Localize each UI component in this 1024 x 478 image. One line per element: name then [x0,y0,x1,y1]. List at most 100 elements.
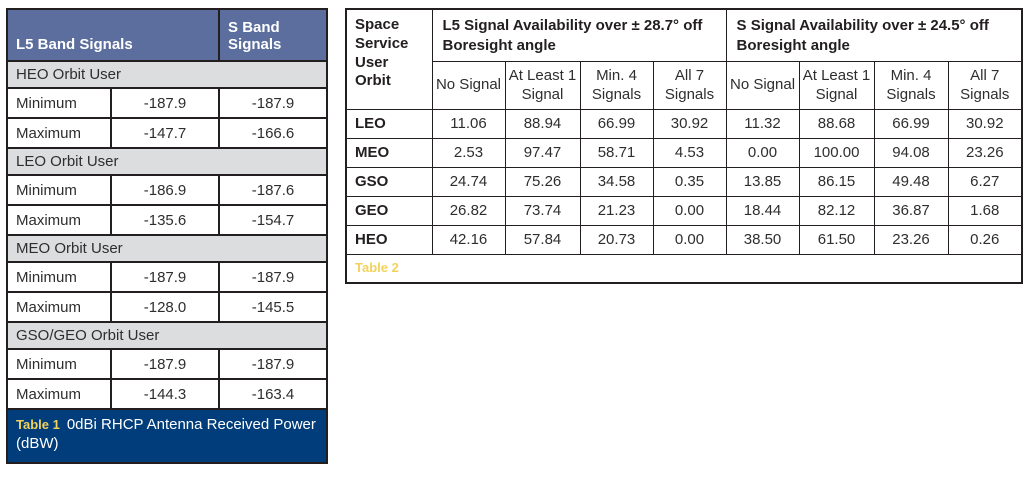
s-value: -187.9 [218,261,329,293]
value-cell: 0.00 [652,195,727,226]
value-cell: 24.74 [431,166,506,197]
table-row: Minimum -187.9 -187.9 [6,87,329,119]
table-row: MEO 2.53 97.47 58.71 4.53 0.00 100.00 94… [345,137,1023,168]
value-cell: 75.26 [504,166,581,197]
row-label: Maximum [6,378,112,410]
table-row: Maximum -144.3 -163.4 [6,378,329,410]
table2-group-header-row: Space Service User Orbit L5 Signal Avail… [345,8,1023,110]
l5-value: -128.0 [109,291,221,323]
section-title-meo: MEO Orbit User [5,234,329,263]
orbit-label: MEO [345,137,433,168]
l5-value: -135.6 [109,204,221,236]
value-cell: 30.92 [652,108,727,139]
value-cell: 23.26 [873,224,949,255]
table-row: GEO 26.82 73.74 21.23 0.00 18.44 82.12 3… [345,195,1023,226]
value-cell: 6.27 [947,166,1023,197]
value-cell: 26.82 [431,195,506,226]
table-row: Minimum -187.9 -187.9 [6,348,329,380]
value-cell: 88.68 [798,108,875,139]
section-header-row: GSO/GEO Orbit User [5,321,329,350]
value-cell: 11.06 [431,108,506,139]
table-row: Minimum -186.9 -187.6 [6,174,329,206]
value-cell: 57.84 [504,224,581,255]
table1-caption-row: Table 1 0dBi RHCP Antenna Received Power … [5,408,329,464]
table2-caption-label: Table 2 [355,259,399,275]
table1-header-s-band: S Band Signals [218,8,329,62]
row-label: Minimum [6,87,112,119]
subheader-min-4: Min. 4 Signals [873,60,949,110]
s-value: -187.9 [218,348,329,380]
value-cell: 61.50 [798,224,875,255]
value-cell: 38.50 [725,224,800,255]
row-label: Minimum [6,261,112,293]
table-row: Minimum -187.9 -187.9 [6,261,329,293]
value-cell: 1.68 [947,195,1023,226]
table2-caption: Table 2 IRNSS Signal Availability (%) for… [345,253,1023,284]
value-cell: 34.58 [579,166,654,197]
orbit-label: LEO [345,108,433,139]
l5-value: -187.9 [109,87,221,119]
value-cell: 0.35 [652,166,727,197]
l5-value: -186.9 [109,174,221,206]
row-label: Maximum [6,291,112,323]
subheader-no-signal: No Signal [431,60,506,110]
value-cell: 0.00 [725,137,800,168]
table2-l5-group-header: L5 Signal Availability over ± 28.7° off … [431,8,727,62]
table1-caption: Table 1 0dBi RHCP Antenna Received Power … [5,408,329,464]
section-header-row: MEO Orbit User [5,234,329,263]
row-label: Minimum [6,348,112,380]
l5-value: -147.7 [109,117,221,149]
section-title-leo: LEO Orbit User [5,147,329,176]
value-cell: 58.71 [579,137,654,168]
value-cell: 73.74 [504,195,581,226]
l5-value: -144.3 [109,378,221,410]
subheader-no-signal: No Signal [725,60,800,110]
table-row: Maximum -128.0 -145.5 [6,291,329,323]
value-cell: 20.73 [579,224,654,255]
table-row: Maximum -135.6 -154.7 [6,204,329,236]
value-cell: 18.44 [725,195,800,226]
orbit-label: GSO [345,166,433,197]
row-label: Maximum [6,117,112,149]
value-cell: 23.26 [947,137,1023,168]
value-cell: 82.12 [798,195,875,226]
table1-header-row: L5 Band Signals S Band Signals [5,8,329,62]
value-cell: 94.08 [873,137,949,168]
value-cell: 49.48 [873,166,949,197]
l5-value: -187.9 [109,261,221,293]
subheader-at-least-1: At Least 1 Signal [798,60,875,110]
value-cell: 88.94 [504,108,581,139]
table2-caption-row: Table 2 IRNSS Signal Availability (%) for… [345,253,1023,284]
table2-corner-header: Space Service User Orbit [345,8,433,110]
subheader-all-7: All 7 Signals [652,60,727,110]
value-cell: 100.00 [798,137,875,168]
s-value: -187.6 [218,174,329,206]
value-cell: 2.53 [431,137,506,168]
value-cell: 42.16 [431,224,506,255]
value-cell: 66.99 [873,108,949,139]
table1-header-l5-band: L5 Band Signals [5,8,221,62]
subheader-all-7: All 7 Signals [947,60,1023,110]
subheader-min-4: Min. 4 Signals [579,60,654,110]
value-cell: 0.26 [947,224,1023,255]
value-cell: 86.15 [798,166,875,197]
l5-value: -187.9 [109,348,221,380]
signal-availability-table-container: Space Service User Orbit L5 Signal Avail… [345,8,1024,285]
value-cell: 4.53 [652,137,727,168]
value-cell: 21.23 [579,195,654,226]
table2-subheader-row: No Signal At Least 1 Signal Min. 4 Signa… [346,60,1023,110]
orbit-label: GEO [345,195,433,226]
row-label: Maximum [6,204,112,236]
received-power-table-container: L5 Band Signals S Band Signals HEO Orbit… [5,8,329,464]
table2-s-group-header: S Signal Availability over ± 24.5° off B… [725,8,1023,62]
signal-availability-table: Space Service User Orbit L5 Signal Avail… [345,8,1024,285]
table-row: GSO 24.74 75.26 34.58 0.35 13.85 86.15 4… [345,166,1023,197]
value-cell: 0.00 [652,224,727,255]
s-value: -166.6 [218,117,329,149]
value-cell: 11.32 [725,108,800,139]
row-label: Minimum [6,174,112,206]
value-cell: 30.92 [947,108,1023,139]
s-value: -145.5 [218,291,329,323]
table-row: LEO 11.06 88.94 66.99 30.92 11.32 88.68 … [345,108,1023,139]
